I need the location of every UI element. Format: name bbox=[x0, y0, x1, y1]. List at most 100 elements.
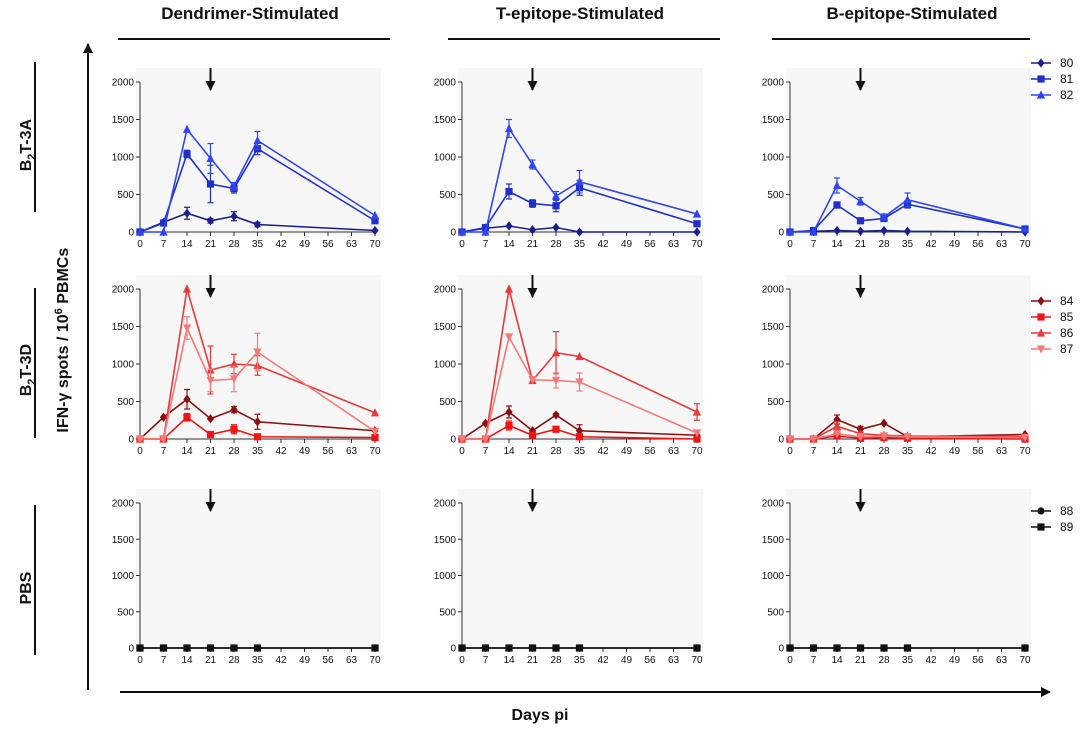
data-point-81 bbox=[552, 202, 560, 210]
y-tick-label: 0 bbox=[128, 435, 134, 446]
column-title-b-epitope: B-epitope-Stimulated bbox=[826, 4, 998, 23]
x-tick-label: 63 bbox=[668, 239, 680, 250]
y-tick-label: 1500 bbox=[434, 535, 457, 546]
data-point-85 bbox=[552, 425, 560, 433]
data-point-89 bbox=[230, 644, 238, 652]
x-tick-label: 28 bbox=[228, 239, 240, 250]
y-tick-label: 500 bbox=[117, 397, 134, 408]
x-tick-label: 63 bbox=[346, 239, 358, 250]
data-point-80 bbox=[903, 226, 912, 236]
x-tick-label: 21 bbox=[527, 239, 539, 250]
data-point-84 bbox=[552, 410, 560, 420]
legend-item-86: 86 bbox=[1030, 325, 1073, 341]
data-point-82 bbox=[785, 227, 795, 236]
data-point-82 bbox=[903, 195, 912, 204]
data-point-89 bbox=[903, 644, 912, 652]
x-tick-label: 21 bbox=[855, 239, 867, 250]
data-point-82 bbox=[1020, 224, 1030, 233]
x-tick-label: 56 bbox=[972, 239, 984, 250]
data-point-84 bbox=[880, 418, 888, 428]
data-point-86 bbox=[832, 421, 842, 430]
data-point-80 bbox=[183, 208, 191, 218]
data-point-87 bbox=[809, 435, 818, 444]
x-tick-label: 42 bbox=[275, 239, 287, 250]
data-point-82 bbox=[182, 124, 192, 133]
y-tick-label: 500 bbox=[439, 397, 456, 408]
x-tick-label: 49 bbox=[621, 239, 633, 250]
data-point-80 bbox=[575, 227, 584, 237]
data-point-80 bbox=[880, 225, 888, 236]
data-point-80 bbox=[528, 225, 537, 235]
x-tick-label: 42 bbox=[275, 446, 287, 457]
legend-swatch bbox=[1031, 296, 1051, 306]
x-tick-label: 70 bbox=[369, 239, 381, 250]
x-tick-label: 14 bbox=[503, 446, 515, 457]
legend-swatch bbox=[1031, 90, 1051, 99]
legend-label: 87 bbox=[1060, 342, 1074, 356]
data-point-89 bbox=[481, 644, 490, 652]
y-tick-label: 0 bbox=[450, 644, 456, 655]
x-tick-label: 0 bbox=[787, 239, 793, 250]
data-point-89 bbox=[809, 644, 818, 652]
x-tick-label: 63 bbox=[668, 446, 680, 457]
y-tick-label: 0 bbox=[450, 228, 456, 239]
data-point-87 bbox=[159, 435, 168, 444]
data-point-85 bbox=[575, 433, 584, 441]
legend-swatch-marker bbox=[1037, 313, 1045, 321]
row-rule bbox=[34, 505, 36, 655]
x-tick-label: 35 bbox=[902, 655, 914, 666]
panel-r0-c0: 0 500 1000 1500 2000 0 7 14 21 28 35 42 49 56 63 70 bbox=[112, 68, 381, 250]
data-point-89 bbox=[552, 644, 560, 652]
data-point-85 bbox=[505, 421, 513, 430]
x-tick-label: 0 bbox=[137, 446, 143, 457]
y-tick-label: 2000 bbox=[112, 78, 135, 89]
y-tick-label: 1000 bbox=[112, 571, 135, 582]
x-tick-label: 42 bbox=[925, 655, 937, 666]
y-tick-label: 500 bbox=[117, 607, 134, 618]
x-tick-label: 14 bbox=[181, 446, 193, 457]
panel-background bbox=[786, 489, 1031, 652]
legend-b2t-3d: 84 85 86 87 bbox=[1030, 293, 1073, 357]
y-tick-label: 1500 bbox=[112, 115, 135, 126]
x-tick-label: 0 bbox=[459, 446, 465, 457]
y-tick-label: 0 bbox=[778, 644, 784, 655]
x-tick-label: 14 bbox=[503, 239, 515, 250]
panel-background bbox=[136, 275, 381, 443]
data-point-84 bbox=[253, 417, 262, 427]
data-point-80 bbox=[505, 221, 513, 231]
data-point-89 bbox=[833, 644, 841, 652]
legend-b2t-3a: 80 81 82 bbox=[1030, 55, 1073, 103]
x-tick-label: 70 bbox=[369, 655, 381, 666]
legend-item-88: 88 bbox=[1030, 503, 1073, 519]
x-tick-label: 63 bbox=[996, 446, 1008, 457]
x-tick-label: 21 bbox=[205, 655, 217, 666]
legend-swatch-marker bbox=[1036, 328, 1046, 337]
x-axis-label: Days pi bbox=[511, 707, 569, 724]
x-tick-label: 35 bbox=[574, 239, 586, 250]
legend-swatch-marker bbox=[1037, 58, 1045, 68]
series-87 bbox=[785, 430, 1030, 444]
data-point-87 bbox=[206, 376, 215, 386]
data-point-81 bbox=[206, 180, 215, 188]
data-point-87 bbox=[692, 429, 702, 438]
data-point-86 bbox=[370, 408, 380, 417]
data-point-87 bbox=[856, 433, 865, 442]
series-89 bbox=[458, 644, 701, 652]
legend-item-89: 89 bbox=[1030, 519, 1073, 535]
x-tick-label: 21 bbox=[205, 239, 217, 250]
data-point-82 bbox=[253, 135, 262, 145]
x-tick-label: 7 bbox=[483, 446, 489, 457]
data-point-86 bbox=[575, 351, 584, 361]
panel-r2-c2: 0 500 1000 1500 2000 0 7 14 21 28 35 42 49 56 63 70 bbox=[762, 489, 1031, 666]
data-point-81 bbox=[528, 199, 537, 208]
legend-swatch bbox=[1031, 58, 1051, 68]
panel-background bbox=[786, 275, 1031, 443]
legend-swatch bbox=[1031, 345, 1051, 354]
x-tick-label: 7 bbox=[161, 239, 167, 250]
x-tick-label: 70 bbox=[1019, 239, 1031, 250]
legend-item-87: 87 bbox=[1030, 341, 1073, 357]
x-tick-label: 28 bbox=[550, 655, 562, 666]
data-point-89 bbox=[136, 644, 144, 652]
x-tick-label: 70 bbox=[369, 446, 381, 457]
y-tick-label: 1000 bbox=[112, 153, 135, 164]
